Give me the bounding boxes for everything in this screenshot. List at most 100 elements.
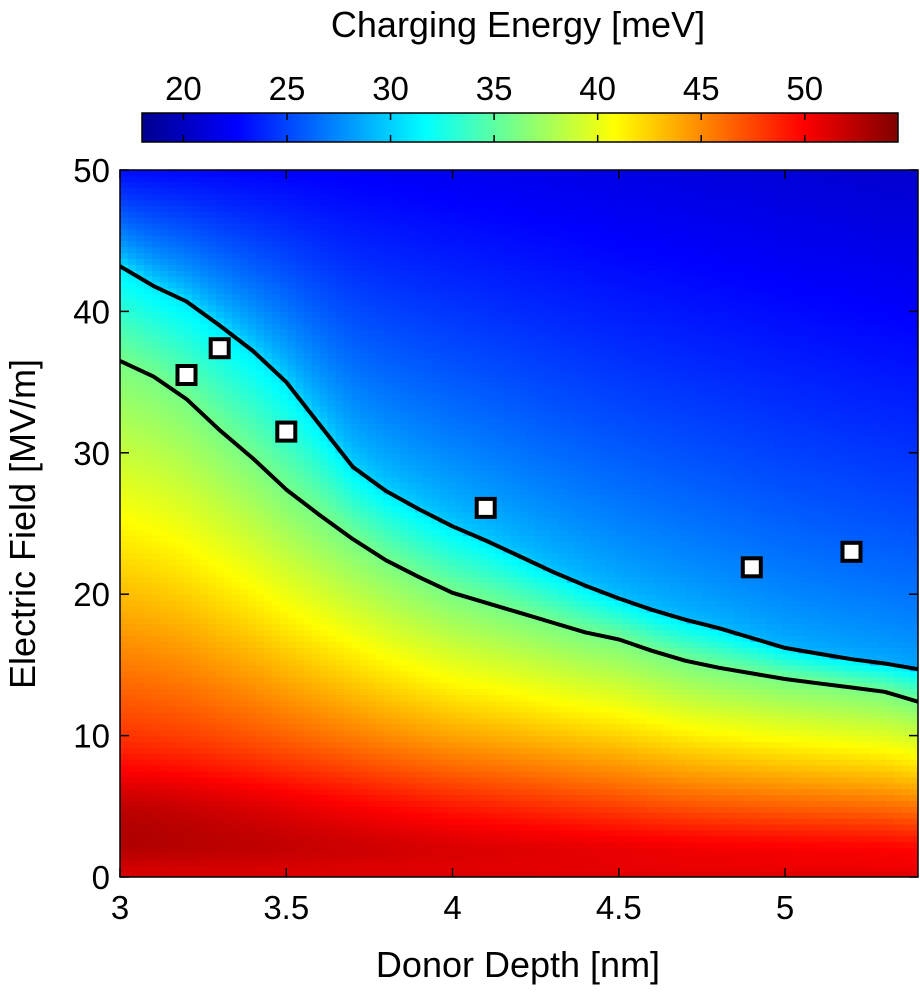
heatmap-cell: [151, 252, 161, 259]
heatmap-cell: [415, 664, 424, 672]
heatmap-cell: [343, 470, 353, 477]
heatmap-cell: [319, 352, 329, 360]
heatmap-cell: [271, 594, 281, 601]
heatmap-cell: [120, 552, 129, 560]
heatmap-cell: [183, 570, 193, 578]
heatmap-cell: [287, 570, 297, 578]
heatmap-cell: [120, 511, 129, 519]
heatmap-cell: [143, 582, 153, 589]
heatmap-cell: [383, 841, 392, 849]
heatmap-cell: [335, 405, 345, 413]
heatmap-cell: [120, 246, 129, 254]
heatmap-cell: [279, 258, 289, 265]
heatmap-cell: [215, 299, 225, 307]
heatmap-cell: [255, 570, 265, 578]
heatmap-cell: [255, 741, 265, 748]
heatmap-cell: [239, 605, 249, 613]
heatmap-cell: [207, 205, 217, 212]
heatmap-cell: [175, 564, 185, 572]
heatmap-cell: [343, 717, 353, 725]
heatmap-cell: [159, 476, 169, 483]
heatmap-cell: [151, 276, 161, 283]
heatmap-cell: [295, 311, 305, 318]
heatmap-cell: [199, 776, 209, 784]
heatmap-cell: [391, 417, 400, 424]
heatmap-cell: [263, 193, 273, 201]
heatmap-cell: [311, 423, 321, 430]
heatmap-cell: [215, 635, 225, 642]
heatmap-cell: [327, 712, 337, 719]
heatmap-cell: [135, 859, 145, 866]
heatmap-cell: [167, 529, 177, 536]
heatmap-cell: [223, 252, 233, 259]
heatmap-cell: [183, 535, 193, 542]
heatmap-cell: [343, 429, 353, 436]
heatmap-cell: [255, 800, 265, 807]
heatmap-cell: [255, 729, 265, 737]
heatmap-cell: [335, 193, 345, 201]
heatmap-cell: [167, 334, 177, 342]
heatmap-cell: [247, 482, 257, 489]
heatmap-cell: [303, 859, 313, 866]
heatmap-cell: [239, 823, 249, 831]
heatmap-cell: [120, 653, 129, 660]
heatmap-cell: [159, 600, 169, 607]
heatmap-cell: [135, 187, 145, 195]
heatmap-cell: [447, 871, 456, 877]
heatmap-cell: [343, 223, 353, 230]
heatmap-cell: [279, 252, 289, 259]
heatmap-cell: [120, 829, 129, 837]
heatmap-cell: [335, 635, 345, 642]
heatmap-cell: [359, 299, 368, 307]
heatmap-cell: [391, 647, 400, 654]
heatmap-cell: [327, 723, 337, 731]
heatmap-cell: [399, 417, 408, 424]
heatmap-cell: [439, 411, 448, 419]
heatmap-cell: [311, 181, 321, 189]
heatmap-cell: [439, 823, 448, 831]
heatmap-cell: [207, 765, 217, 772]
heatmap-cell: [303, 329, 313, 336]
heatmap-cell: [407, 446, 416, 454]
heatmap-cell: [151, 405, 161, 413]
heatmap-cell: [295, 741, 305, 748]
heatmap-cell: [151, 847, 161, 855]
heatmap-cell: [151, 393, 161, 401]
heatmap-cell: [279, 600, 289, 607]
heatmap-cell: [223, 387, 233, 395]
heatmap-cell: [167, 735, 177, 743]
heatmap-cell: [439, 346, 448, 354]
heatmap-cell: [359, 482, 368, 489]
heatmap-cell: [279, 382, 289, 389]
heatmap-cell: [191, 293, 201, 301]
heatmap-cell: [319, 635, 329, 642]
heatmap-cell: [247, 747, 257, 754]
heatmap-cell: [207, 829, 217, 837]
heatmap-cell: [439, 435, 448, 442]
heatmap-cell: [343, 635, 353, 642]
heatmap-cell: [143, 488, 153, 495]
heatmap-cell: [120, 570, 129, 578]
heatmap-cell: [343, 476, 353, 483]
heatmap-cell: [279, 175, 289, 183]
heatmap-cell: [311, 223, 321, 230]
heatmap-cell: [231, 311, 241, 318]
heatmap-cell: [183, 564, 193, 572]
heatmap-cell: [367, 234, 376, 242]
heatmap-cell: [423, 387, 432, 395]
heatmap-cell: [207, 570, 217, 578]
heatmap-cell: [183, 664, 193, 672]
heatmap-cell: [143, 670, 153, 678]
heatmap-cell: [327, 281, 337, 289]
heatmap-cell: [175, 570, 185, 578]
heatmap-cell: [383, 305, 392, 312]
heatmap-cell: [423, 659, 432, 666]
heatmap-cell: [359, 694, 368, 701]
heatmap-cell: [199, 346, 209, 354]
heatmap-cell: [215, 270, 225, 277]
heatmap-cell: [431, 818, 440, 825]
heatmap-cell: [215, 770, 225, 778]
heatmap-cell: [359, 818, 368, 825]
heatmap-cell: [287, 759, 297, 766]
heatmap-cell: [327, 670, 337, 678]
